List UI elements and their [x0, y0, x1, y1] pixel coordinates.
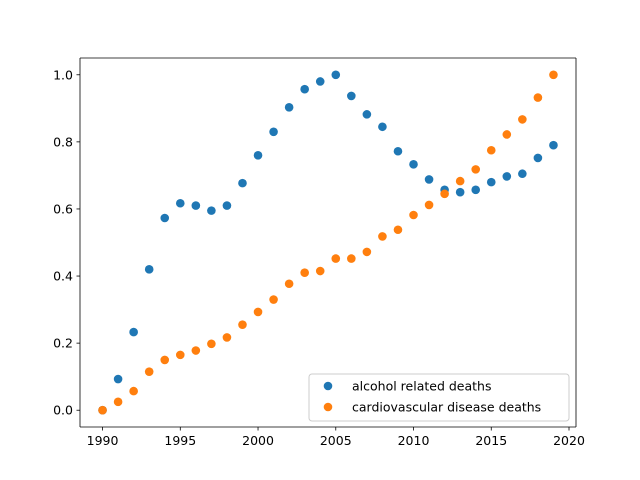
- x-tick-label: 1995: [164, 433, 196, 448]
- plot-background: [80, 58, 576, 427]
- y-tick-label: 0.8: [53, 134, 73, 149]
- data-point: [207, 206, 216, 215]
- legend-box: [308, 373, 570, 422]
- x-tick-label: 2000: [242, 433, 274, 448]
- data-point: [269, 127, 278, 137]
- x-tick-label: 2020: [553, 433, 585, 448]
- data-point: [518, 115, 527, 124]
- data-point: [549, 140, 558, 150]
- plot-area: [80, 58, 576, 427]
- legend: alcohol related deaths cardiovascular dis…: [308, 373, 570, 422]
- data-point: [315, 266, 325, 276]
- data-point: [378, 232, 387, 241]
- data-point: [502, 172, 512, 181]
- y-tick-label: 0.2: [53, 336, 73, 351]
- data-point: [393, 146, 403, 156]
- data-point: [455, 176, 465, 186]
- y-tick-label: 0.4: [53, 269, 73, 284]
- data-point: [424, 200, 434, 210]
- data-point: [533, 153, 543, 163]
- data-point: [98, 405, 107, 415]
- data-point: [362, 110, 372, 119]
- data-point: [300, 84, 309, 94]
- data-point: [378, 122, 387, 132]
- data-point: [486, 177, 496, 187]
- data-point: [424, 175, 434, 184]
- data-point: [409, 210, 418, 220]
- data-point: [533, 93, 543, 102]
- data-point: [160, 213, 170, 223]
- data-point: [347, 91, 356, 101]
- data-point: [238, 320, 247, 329]
- data-point: [175, 350, 185, 360]
- data-point: [207, 339, 216, 349]
- data-point: [409, 160, 418, 169]
- data-point: [269, 295, 278, 304]
- legend-label: cardiovascular disease deaths: [352, 400, 541, 415]
- data-point: [191, 201, 201, 210]
- data-point: [455, 187, 465, 197]
- data-point: [175, 198, 185, 208]
- x-tick-label: 2005: [320, 433, 352, 448]
- legend-marker: [323, 402, 333, 412]
- data-point: [502, 130, 512, 139]
- data-point: [129, 327, 138, 337]
- data-point: [113, 374, 123, 384]
- y-axis: 0.0 0.2 0.4 0.6 0.8 1.0: [53, 67, 80, 418]
- series-layer: [98, 70, 558, 415]
- data-point: [549, 70, 558, 80]
- series-2: [98, 70, 558, 415]
- data-point: [331, 254, 341, 263]
- data-point: [393, 225, 403, 235]
- x-tick-label: 1990: [87, 433, 119, 448]
- data-point: [486, 145, 496, 155]
- legend-marker: [323, 381, 333, 391]
- legend-label: alcohol related deaths: [352, 379, 491, 394]
- data-point: [471, 185, 481, 195]
- data-point: [518, 169, 527, 179]
- axes-frame: [79, 57, 577, 428]
- data-point: [222, 333, 232, 342]
- x-axis: 1990 1995 2000 2005 2010 2015 2020: [87, 427, 585, 448]
- data-point: [284, 103, 294, 112]
- data-point: [191, 346, 201, 355]
- x-tick-label: 2015: [475, 433, 507, 448]
- data-point: [284, 279, 294, 289]
- data-point: [315, 77, 325, 86]
- y-tick-label: 0.0: [53, 403, 73, 418]
- data-point: [440, 189, 449, 199]
- data-point: [222, 201, 232, 210]
- data-point: [362, 247, 372, 257]
- y-tick-label: 1.0: [53, 67, 73, 82]
- data-point: [160, 355, 170, 365]
- data-point: [129, 386, 138, 396]
- data-point: [471, 165, 481, 174]
- y-tick-label: 0.6: [53, 201, 73, 216]
- data-point: [347, 254, 356, 263]
- data-point: [144, 265, 154, 274]
- data-point: [253, 150, 263, 160]
- data-point: [113, 397, 123, 407]
- x-tick-label: 2010: [398, 433, 430, 448]
- data-point: [238, 178, 247, 188]
- data-point: [331, 70, 341, 80]
- data-point: [144, 367, 154, 376]
- data-point: [253, 307, 263, 317]
- data-point: [300, 268, 309, 277]
